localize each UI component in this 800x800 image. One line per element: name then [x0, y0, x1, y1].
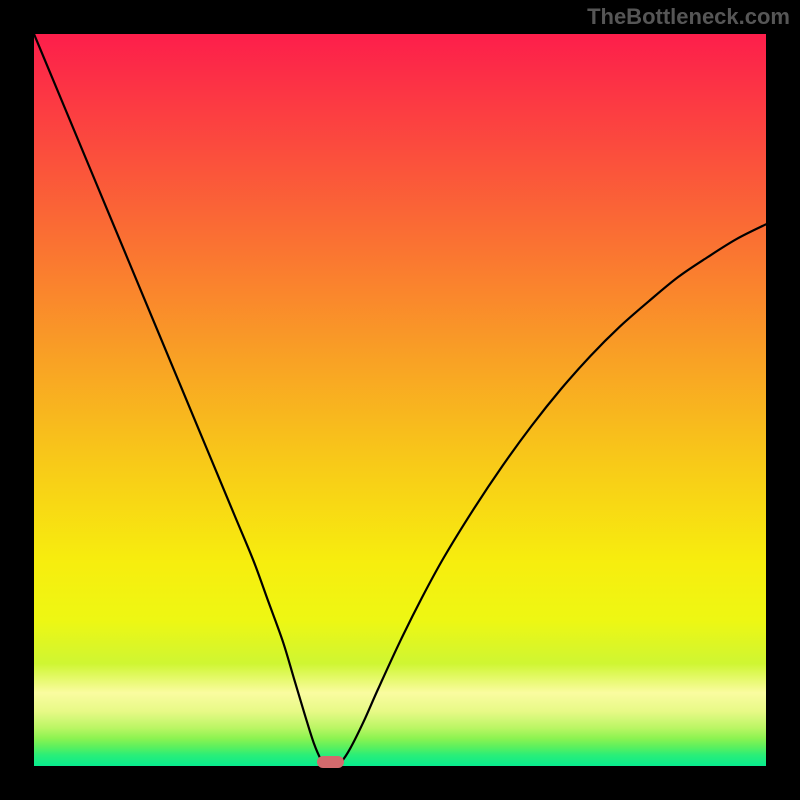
watermark-text: TheBottleneck.com — [587, 4, 790, 30]
plot-area — [34, 34, 766, 766]
curve-minimum-marker — [317, 756, 345, 768]
chart-frame: TheBottleneck.com — [0, 0, 800, 800]
gradient-plot-svg — [34, 34, 766, 766]
